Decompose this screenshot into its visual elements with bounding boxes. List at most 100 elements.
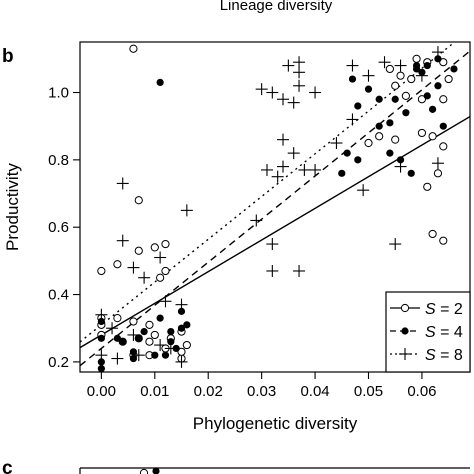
data-point-plus bbox=[346, 59, 359, 72]
data-point-plus bbox=[266, 238, 279, 251]
data-point-plus bbox=[277, 160, 290, 173]
data-point-filled-circle bbox=[97, 358, 105, 366]
data-point-open-circle bbox=[439, 236, 448, 245]
data-point-filled-circle bbox=[161, 351, 170, 359]
data-point-filled-circle bbox=[97, 317, 105, 326]
data-point-open-circle bbox=[391, 135, 400, 144]
data-point-open-circle bbox=[428, 132, 437, 141]
data-point-plus bbox=[271, 170, 284, 183]
data-point-plus bbox=[138, 271, 151, 284]
data-point-open-circle bbox=[423, 182, 432, 191]
fit-lines bbox=[80, 42, 470, 367]
y-tick-label: 0.2 bbox=[48, 354, 69, 371]
data-point-open-circle bbox=[396, 71, 405, 80]
data-point-open-circle bbox=[113, 314, 122, 323]
data-point-open-circle bbox=[375, 132, 384, 141]
data-point-open-circle bbox=[134, 246, 143, 255]
data-point-filled-circle bbox=[97, 334, 105, 342]
data-point-plus bbox=[127, 261, 140, 274]
x-axis: 0.00 0.01 0.02 0.03 0.04 0.05 0.06 bbox=[87, 372, 437, 400]
data-point-plus bbox=[415, 69, 428, 82]
data-point-filled-circle bbox=[140, 327, 148, 336]
y-axis: 0.2 0.4 0.6 0.8 1.0 bbox=[48, 85, 80, 371]
data-point-plus bbox=[175, 298, 188, 311]
data-point-plus bbox=[282, 59, 295, 72]
data-point-open-circle bbox=[385, 64, 394, 74]
data-point-filled-circle bbox=[412, 61, 421, 70]
legend-marker bbox=[400, 303, 410, 313]
y-axis-label: Productivity bbox=[3, 163, 22, 251]
data-point-plus bbox=[287, 96, 300, 109]
data-point-open-circle bbox=[150, 243, 159, 252]
x-tick-label: 0.03 bbox=[247, 383, 276, 400]
data-point-plus bbox=[132, 349, 145, 362]
data-point-filled-circle bbox=[396, 156, 405, 164]
data-point-plus bbox=[346, 113, 359, 126]
previous-panel-xlabel: Lineage diversity bbox=[220, 0, 333, 14]
data-point-plus bbox=[330, 137, 343, 150]
data-point-filled-circle bbox=[354, 102, 362, 110]
data-point-open-circle bbox=[401, 91, 410, 100]
data-point-plus bbox=[175, 355, 188, 368]
y-tick-label: 0.8 bbox=[48, 152, 69, 169]
data-point-open-circle bbox=[177, 347, 186, 356]
data-point-plus bbox=[309, 163, 322, 176]
data-point-filled-circle bbox=[338, 169, 346, 177]
data-point-filled-circle bbox=[135, 334, 143, 342]
data-point-plus bbox=[154, 339, 167, 352]
data-point-plus bbox=[250, 214, 263, 227]
data-point-filled-circle bbox=[113, 334, 121, 342]
data-point-filled-circle bbox=[439, 122, 447, 130]
y-tick-label: 0.4 bbox=[48, 287, 69, 304]
data-point-plus bbox=[255, 83, 268, 96]
data-point-plus bbox=[309, 86, 322, 99]
data-point-plus bbox=[260, 163, 273, 176]
data-point-filled-circle bbox=[423, 61, 431, 70]
data-point-plus bbox=[116, 177, 129, 190]
y-tick-label: 1.0 bbox=[48, 85, 69, 102]
next-panel-point bbox=[139, 468, 149, 474]
data-point-open-circle bbox=[129, 44, 138, 53]
x-tick-label: 0.01 bbox=[140, 383, 169, 400]
data-point-open-circle bbox=[439, 58, 448, 67]
data-point-plus bbox=[116, 234, 129, 247]
data-point-open-circle bbox=[150, 330, 159, 340]
data-point-filled-circle bbox=[119, 338, 127, 346]
data-point-filled-circle bbox=[364, 85, 373, 93]
data-point-plus bbox=[277, 133, 290, 146]
data-point-open-circle bbox=[412, 54, 421, 63]
data-point-open-circle bbox=[145, 320, 154, 329]
data-point-filled-circle bbox=[183, 321, 191, 329]
data-point-plus bbox=[287, 147, 300, 160]
data-point-open-circle bbox=[134, 196, 143, 205]
data-point-plus bbox=[164, 342, 177, 355]
data-point-open-circle bbox=[391, 81, 400, 90]
data-point-filled-circle bbox=[156, 78, 164, 87]
x-tick-label: 0.05 bbox=[354, 383, 383, 400]
data-point-filled-circle bbox=[407, 169, 415, 177]
legend-label: S = 4 bbox=[425, 324, 463, 341]
data-points bbox=[95, 44, 458, 372]
data-point-filled-circle bbox=[429, 105, 437, 113]
data-point-filled-circle bbox=[354, 156, 362, 164]
data-point-filled-circle bbox=[177, 324, 186, 332]
data-point-open-circle bbox=[161, 266, 170, 276]
data-point-plus bbox=[293, 264, 306, 277]
data-point-open-circle bbox=[129, 317, 138, 326]
data-point-filled-circle bbox=[151, 351, 159, 359]
data-point-open-circle bbox=[439, 95, 448, 104]
data-point-filled-circle bbox=[434, 55, 442, 63]
data-point-open-circle bbox=[439, 142, 448, 151]
data-point-plus bbox=[154, 251, 167, 264]
data-point-open-circle bbox=[182, 340, 191, 350]
legend-marker bbox=[399, 348, 411, 360]
data-point-plus bbox=[266, 86, 279, 99]
data-point-plus bbox=[111, 352, 124, 365]
data-point-filled-circle bbox=[156, 314, 164, 322]
data-point-open-circle bbox=[156, 273, 165, 282]
legend-label: S = 8 bbox=[425, 347, 463, 364]
data-point-plus bbox=[362, 69, 375, 82]
panel-label-c: c bbox=[2, 458, 13, 474]
data-point-open-circle bbox=[433, 169, 443, 178]
data-point-filled-circle bbox=[129, 354, 138, 363]
